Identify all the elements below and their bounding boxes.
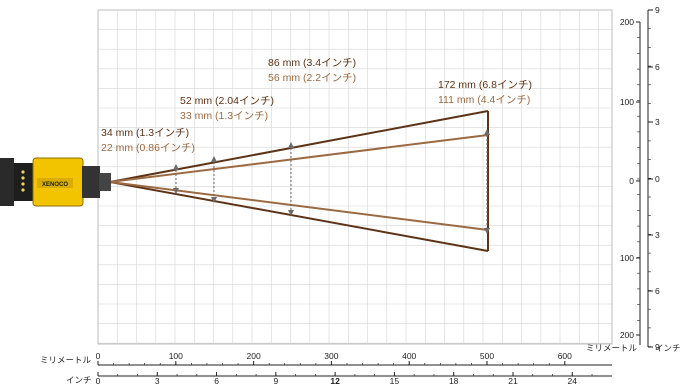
light-beam-bottom	[109, 181, 489, 231]
mm-ticks: 0 100 200 300 400 500 600	[96, 351, 572, 365]
inch-right-tick-label: 6	[655, 286, 660, 296]
camera-lens-tip	[99, 173, 111, 191]
mm-tick-label: 300	[324, 351, 338, 361]
bottom-axes: ミリメートル インチ 0 100 200 300 400 500 600 0 3 6 9 12 15 1…	[40, 351, 612, 384]
inch-tick-label: 18	[449, 376, 459, 384]
mm-tick-label: 400	[402, 351, 416, 361]
inch-tick-label: 15	[390, 376, 400, 384]
label-34-dark: 34 mm (1.3インチ)	[101, 127, 189, 139]
mm-tick-label: 0	[96, 351, 101, 361]
arrow-heads	[173, 129, 490, 234]
label-52-dark: 52 mm (2.04インチ)	[180, 95, 274, 107]
label-34-light: 22 mm (0.86インチ)	[101, 142, 195, 154]
led-icon	[21, 182, 25, 186]
inch-tick-label: 3	[155, 376, 160, 384]
dark-beam-top	[109, 110, 489, 183]
dark-beam-bottom	[109, 181, 489, 252]
light-beam-top	[109, 134, 489, 183]
inch-tick-label: 0	[96, 376, 101, 384]
mm-right-tick-label: 100	[620, 253, 634, 263]
measurement-arrows	[175, 131, 488, 232]
camera-body-dark	[0, 158, 14, 206]
inch-tick-label: 21	[508, 376, 518, 384]
inch-right-ticks: 9 6 3 0 3 6 9	[648, 5, 660, 352]
camera: XENOCO	[0, 157, 111, 207]
mm-tick-label: 200	[247, 351, 261, 361]
led-icon	[21, 170, 25, 174]
right-axes: ミリメートル インチ 200 100 0 100 200 9 6 3 0 3 6 9	[586, 5, 681, 353]
led-icon	[21, 176, 25, 180]
camera-label-plate	[37, 178, 73, 188]
inch-tick-label: 9	[273, 376, 278, 384]
camera-brand: XENOCO	[42, 182, 68, 188]
mm-right-tick-label: 200	[620, 17, 634, 27]
inch-right-tick-label: 6	[655, 62, 660, 72]
led-icon	[21, 188, 25, 192]
light-beam	[109, 134, 489, 231]
mm-right-tick-label: 200	[620, 330, 634, 340]
inch-right-tick-label: 3	[655, 117, 660, 127]
label-172-light: 111 mm (4.4インチ)	[438, 94, 530, 106]
annotations: 34 mm (1.3インチ) 22 mm (0.86インチ) 52 mm (2.…	[101, 57, 532, 154]
label-86-light: 56 mm (2.2インチ)	[268, 72, 356, 84]
camera-lens	[82, 166, 100, 198]
mm-tick-label: 500	[480, 351, 494, 361]
mm-tick-label: 100	[169, 351, 183, 361]
inch-right-axis-label: インチ	[655, 343, 681, 353]
grid	[97, 9, 612, 344]
inch-tick-label: 12	[330, 376, 340, 384]
inch-right-tick-label: 9	[655, 5, 660, 15]
inch-right-tick-label: 9	[655, 342, 660, 352]
camera-connector	[14, 163, 34, 201]
mm-axis-label: ミリメートル	[40, 355, 92, 365]
mm-right-tick-label: 100	[620, 97, 634, 107]
inch-ticks: 0 3 6 9 12 15 18 21 24	[96, 372, 593, 384]
inch-tick-label: 6	[214, 376, 219, 384]
label-172-dark: 172 mm (6.8インチ)	[438, 79, 532, 91]
inch-axis-label: インチ	[66, 375, 92, 384]
inch-right-tick-label: 3	[655, 230, 660, 240]
label-86-dark: 86 mm (3.4インチ)	[268, 57, 356, 69]
label-52-light: 33 mm (1.3インチ)	[180, 110, 268, 122]
inch-right-tick-label: 0	[655, 174, 660, 184]
mm-right-ticks: 200 100 0 100 200	[620, 17, 640, 340]
mm-tick-label: 600	[558, 351, 572, 361]
inch-tick-label: 24	[568, 376, 578, 384]
mm-right-axis-label: ミリメートル	[586, 343, 638, 353]
mm-right-tick-label: 0	[629, 176, 634, 186]
